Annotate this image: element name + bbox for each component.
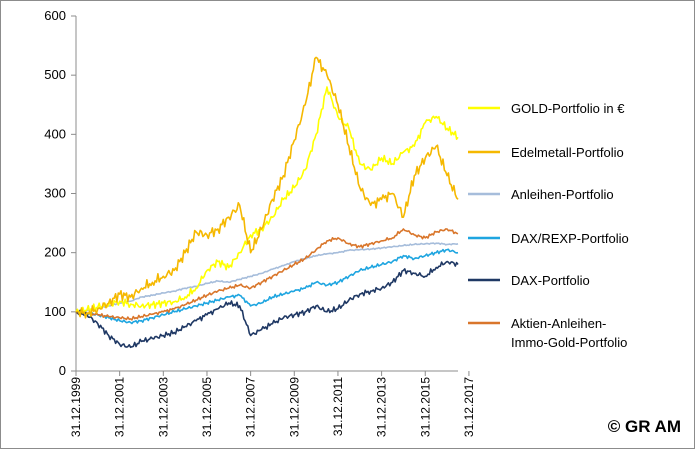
x-tick-label: 31.12.2007 — [244, 377, 258, 437]
legend-label-5: Immo-Gold-Portfolio — [511, 335, 627, 350]
x-tick-label: 31.12.2015 — [418, 377, 432, 437]
y-tick-label: 500 — [44, 67, 66, 82]
x-tick-label: 31.12.2005 — [200, 377, 214, 437]
x-tick-label: 31.12.2001 — [113, 377, 127, 437]
y-tick-label: 600 — [44, 8, 66, 23]
y-tick-label: 300 — [44, 186, 66, 201]
x-tick-label: 31.12.2011 — [331, 377, 345, 436]
series-line-4 — [75, 260, 459, 349]
x-tick-label: 31.12.2009 — [287, 377, 301, 437]
legend-label-3: DAX/REXP-Portfolio — [511, 231, 629, 246]
copyright-label: © GR AM — [607, 417, 681, 436]
y-tick-label: 0 — [59, 363, 66, 378]
series-line-2 — [75, 242, 459, 314]
series-line-0 — [75, 86, 459, 314]
y-tick-label: 400 — [44, 126, 66, 141]
legend-label-1: Edelmetall-Portfolio — [511, 145, 624, 160]
x-tick-label: 31.12.2003 — [156, 377, 170, 437]
series-line-5 — [75, 228, 459, 321]
legend-label-2: Anleihen-Portfolio — [511, 187, 614, 202]
y-tick-label: 100 — [44, 304, 66, 319]
x-tick-label: 31.12.2017 — [462, 377, 476, 437]
legend-label-0: GOLD-Portfolio in € — [511, 101, 625, 116]
legend-label-5: Aktien-Anleihen- — [511, 316, 606, 331]
y-tick-label: 200 — [44, 245, 66, 260]
x-tick-label: 31.12.1999 — [69, 377, 83, 437]
legend-label-4: DAX-Portfolio — [511, 273, 590, 288]
series-line-1 — [75, 56, 459, 319]
axes: 0 100 200 300 400 500 600 31.12.1999 31.12.2001 3… — [44, 8, 476, 437]
series-layer — [75, 56, 459, 349]
x-tick-label: 31.12.2013 — [375, 377, 389, 437]
series-line-3 — [75, 248, 459, 325]
legend: GOLD-Portfolio in € Edelmetall-Portfolio A… — [468, 101, 629, 350]
